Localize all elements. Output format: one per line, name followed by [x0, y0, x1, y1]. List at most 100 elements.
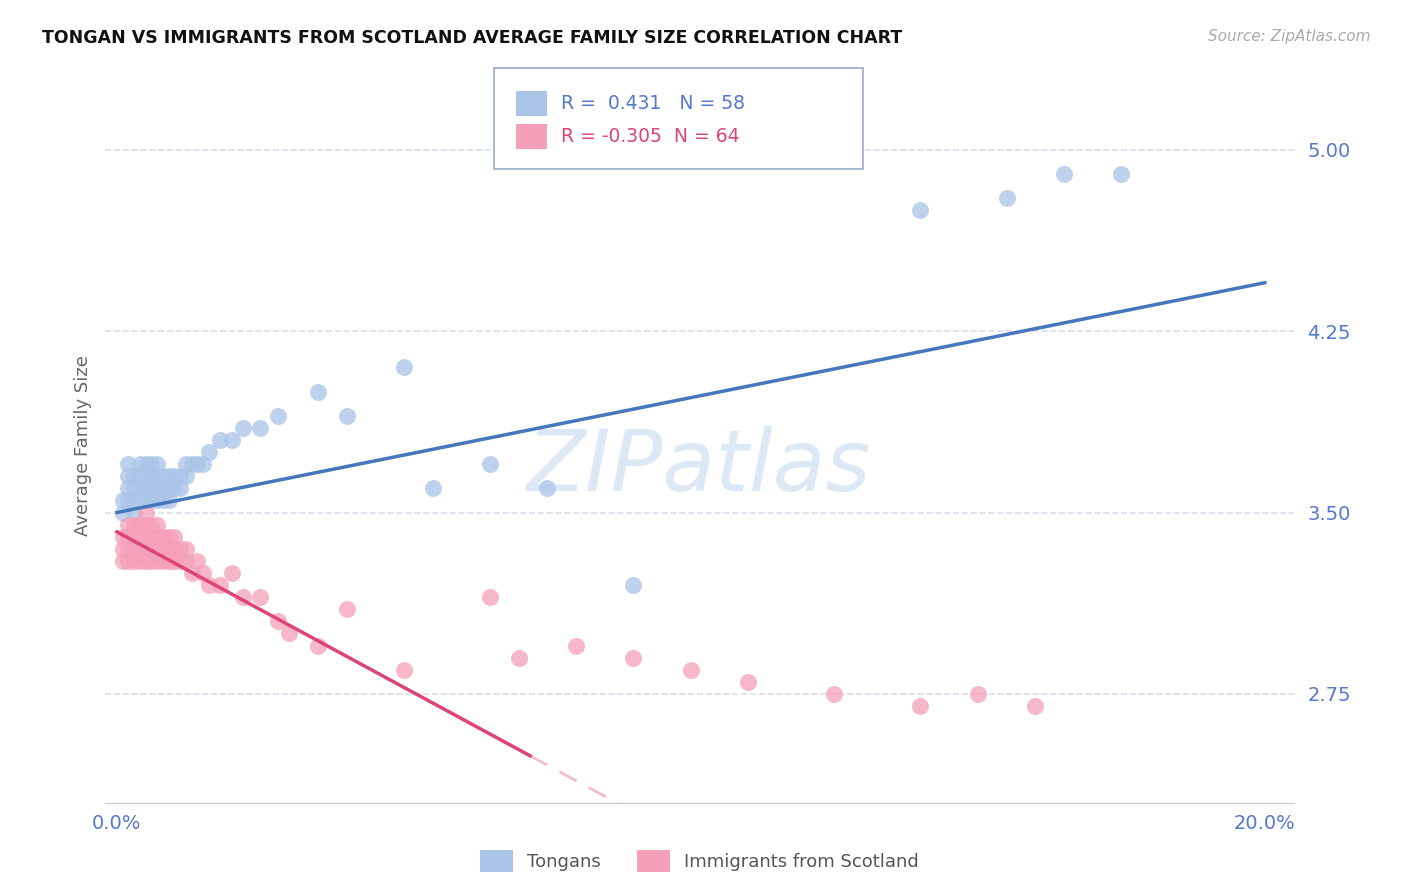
Point [157, 481, 180, 495]
Point [174, 554, 197, 568]
Point [157, 541, 180, 556]
Point [392, 360, 415, 375]
Point [163, 481, 186, 495]
Point [128, 554, 150, 568]
Point [146, 554, 169, 568]
Point [249, 590, 271, 604]
Point [122, 493, 145, 508]
Point [135, 506, 157, 520]
Point [117, 481, 139, 495]
Point [122, 530, 145, 544]
Point [335, 409, 357, 423]
Point [128, 517, 150, 532]
Point [135, 554, 157, 568]
Point [111, 554, 134, 568]
Point [141, 530, 163, 544]
Point [1111, 167, 1133, 181]
Point [122, 517, 145, 532]
Point [307, 384, 329, 399]
Point [174, 457, 197, 471]
Text: ZIPatlas: ZIPatlas [527, 425, 872, 509]
Point [1024, 699, 1046, 714]
Point [111, 541, 134, 556]
Point [146, 469, 169, 483]
Point [910, 203, 932, 218]
Point [157, 469, 180, 483]
Text: R = -0.305  N = 64: R = -0.305 N = 64 [561, 127, 740, 146]
Point [186, 457, 208, 471]
Point [135, 457, 157, 471]
Point [565, 639, 588, 653]
Point [180, 457, 202, 471]
Point [128, 457, 150, 471]
Point [392, 663, 415, 677]
Point [141, 493, 163, 508]
Point [479, 457, 502, 471]
Point [135, 517, 157, 532]
Point [232, 421, 254, 435]
Point [163, 541, 186, 556]
Point [117, 457, 139, 471]
Point [152, 481, 174, 495]
Point [209, 578, 232, 592]
Point [479, 590, 502, 604]
Point [152, 541, 174, 556]
Point [197, 445, 219, 459]
Point [335, 602, 357, 616]
Point [169, 481, 191, 495]
Point [117, 541, 139, 556]
Point [111, 506, 134, 520]
Point [157, 493, 180, 508]
Point [141, 554, 163, 568]
Point [191, 566, 214, 580]
Point [910, 699, 932, 714]
Point [128, 530, 150, 544]
Point [197, 578, 219, 592]
Point [307, 639, 329, 653]
Point [169, 554, 191, 568]
Point [249, 421, 271, 435]
Point [232, 590, 254, 604]
Point [122, 481, 145, 495]
Point [823, 687, 845, 701]
Point [152, 554, 174, 568]
Point [737, 674, 759, 689]
Point [679, 663, 702, 677]
Point [135, 530, 157, 544]
Y-axis label: Average Family Size: Average Family Size [73, 356, 91, 536]
Point [117, 493, 139, 508]
Point [422, 481, 444, 495]
Point [266, 615, 288, 629]
Point [966, 687, 988, 701]
Point [117, 554, 139, 568]
Point [186, 554, 208, 568]
Point [174, 541, 197, 556]
Point [122, 506, 145, 520]
Text: R =  0.431   N = 58: R = 0.431 N = 58 [561, 94, 745, 113]
Point [157, 530, 180, 544]
Point [169, 541, 191, 556]
Point [278, 626, 301, 640]
Point [623, 650, 645, 665]
Point [623, 578, 645, 592]
Point [128, 469, 150, 483]
Point [152, 530, 174, 544]
Point [111, 493, 134, 508]
Point [146, 541, 169, 556]
Point [221, 566, 243, 580]
Point [135, 481, 157, 495]
Point [209, 433, 232, 447]
Point [111, 530, 134, 544]
Point [174, 469, 197, 483]
Point [221, 433, 243, 447]
Point [128, 493, 150, 508]
Text: Source: ZipAtlas.com: Source: ZipAtlas.com [1208, 29, 1371, 44]
Point [117, 469, 139, 483]
Point [146, 457, 169, 471]
Point [122, 541, 145, 556]
Point [135, 541, 157, 556]
Point [157, 554, 180, 568]
Point [169, 469, 191, 483]
Point [141, 457, 163, 471]
Point [122, 469, 145, 483]
